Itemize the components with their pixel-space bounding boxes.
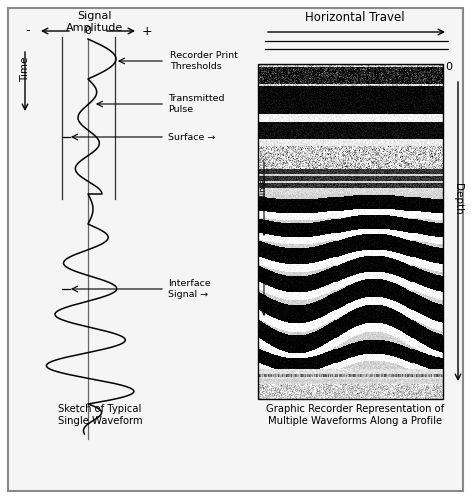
- Bar: [258, 64, 443, 399]
- Text: Time: Time: [20, 56, 30, 82]
- Text: 0: 0: [84, 26, 91, 36]
- Text: Surface →: Surface →: [168, 133, 215, 142]
- Text: -: -: [26, 24, 30, 37]
- Text: Sketch of Typical
Single Waveform: Sketch of Typical Single Waveform: [57, 404, 142, 426]
- Bar: [258, 64, 443, 399]
- Text: Horizontal Travel: Horizontal Travel: [305, 11, 405, 24]
- Text: Recorder Print
Thresholds: Recorder Print Thresholds: [170, 51, 238, 71]
- Text: Depth: Depth: [453, 183, 463, 215]
- Text: Signal
Amplitude: Signal Amplitude: [66, 11, 123, 32]
- Text: Time: Time: [260, 179, 268, 199]
- Text: Graphic Recorder Representation of
Multiple Waveforms Along a Profile: Graphic Recorder Representation of Multi…: [266, 404, 444, 426]
- Text: Transmitted
Pulse: Transmitted Pulse: [168, 94, 225, 114]
- Text: +: +: [142, 24, 152, 37]
- Text: Interface
Signal →: Interface Signal →: [168, 279, 211, 299]
- Text: 0: 0: [446, 62, 453, 72]
